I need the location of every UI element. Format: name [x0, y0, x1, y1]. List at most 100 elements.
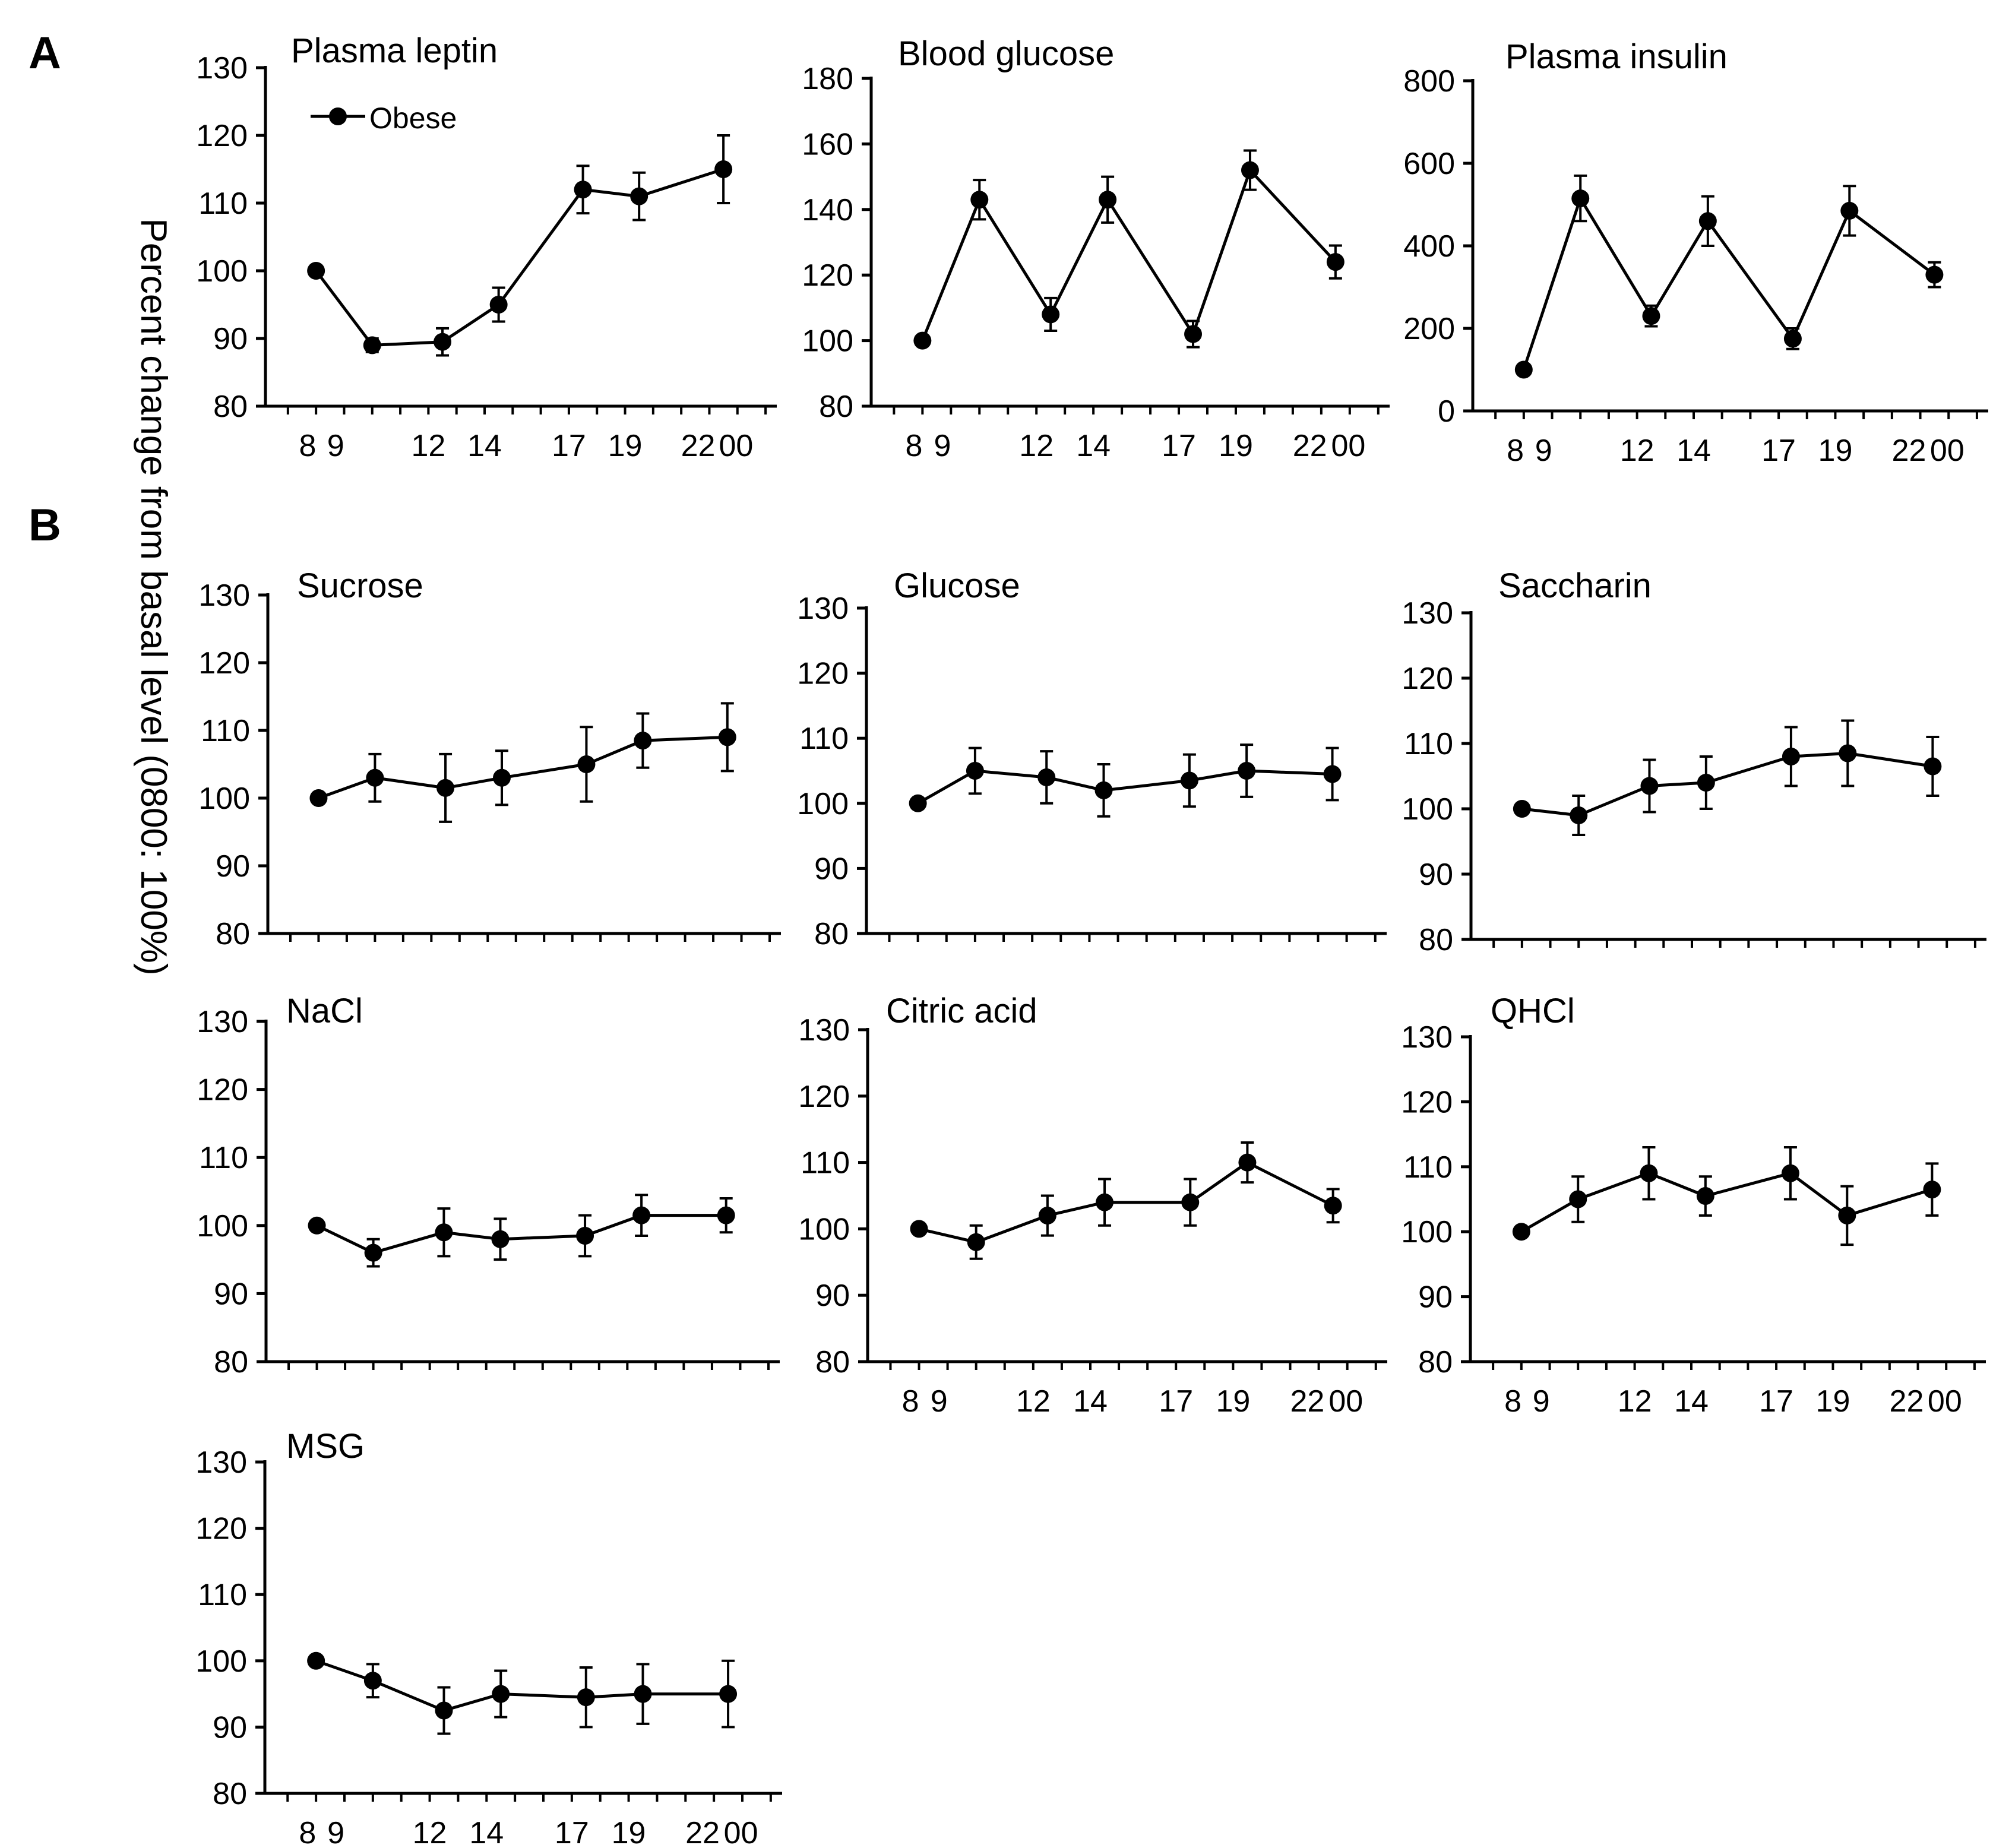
data-point: [1512, 1223, 1530, 1241]
chart-title: Sucrose: [297, 567, 423, 605]
chart-title: Glucose: [894, 567, 1020, 605]
legend-marker: [329, 107, 347, 125]
y-tick-label: 100: [195, 1644, 247, 1679]
y-tick-label: 130: [195, 1445, 247, 1480]
x-tick-label: 00: [1930, 433, 1964, 468]
chart-plasma-leptin: 80 90 100 110 120 130 8 9 12 14 17 19 22 00 Plasma lep…: [196, 31, 777, 463]
y-tick-label: 130: [197, 1005, 248, 1039]
data-point: [1640, 1164, 1658, 1182]
chart-title: NaCl: [286, 992, 363, 1030]
y-tick-label: 400: [1403, 229, 1455, 264]
data-point: [1181, 1193, 1200, 1211]
data-point: [966, 762, 984, 780]
chart-sucrose: 80 90 100 110 120 130 Sucrose: [198, 567, 781, 951]
x-tick-label: 17: [1759, 1384, 1793, 1419]
x-tick-label: 00: [1928, 1384, 1962, 1419]
y-tick-label: 100: [198, 781, 250, 816]
x-tick-label: 9: [1535, 433, 1552, 468]
y-tick-label: 120: [1401, 1085, 1453, 1119]
data-point: [1571, 189, 1590, 208]
y-tick-label: 120: [195, 1512, 247, 1546]
chart-title: MSG: [286, 1427, 365, 1466]
data-point: [307, 262, 325, 280]
x-tick-label: 12: [1016, 1384, 1051, 1419]
y-tick-label: 90: [1418, 1280, 1453, 1315]
x-tick-label: 14: [469, 1816, 504, 1848]
data-point: [1698, 212, 1717, 230]
data-point: [1323, 765, 1342, 783]
y-tick-label: 800: [1403, 64, 1455, 99]
data-point: [1838, 1206, 1856, 1224]
y-tick-label: 0: [1438, 394, 1455, 429]
x-tick-label: 9: [327, 1816, 344, 1848]
y-tick-label: 110: [201, 714, 250, 748]
y-tick-label: 110: [1404, 727, 1453, 761]
data-point: [435, 1701, 453, 1720]
y-tick-label: 130: [797, 591, 849, 626]
y-tick-label: 130: [1402, 596, 1453, 631]
data-point: [970, 191, 989, 209]
data-point: [1038, 1207, 1056, 1225]
data-point: [1642, 307, 1660, 325]
x-tick-label: 12: [1618, 1384, 1652, 1419]
x-tick-label: 12: [413, 1816, 447, 1848]
y-tick-label: 120: [798, 1080, 850, 1114]
x-tick-label: 19: [608, 429, 643, 463]
x-tick-label: 14: [1076, 429, 1111, 463]
data-point: [1241, 161, 1259, 179]
data-point: [1096, 1193, 1114, 1211]
x-tick-label: 9: [1533, 1384, 1550, 1419]
y-tick-label: 100: [1402, 792, 1453, 827]
x-tick-label: 00: [719, 429, 753, 463]
chart-title: QHCl: [1491, 992, 1575, 1030]
y-tick-label: 120: [797, 657, 849, 691]
y-tick-label: 80: [819, 390, 853, 424]
data-point: [576, 1226, 594, 1245]
data-point: [366, 768, 384, 787]
y-tick-label: 140: [802, 193, 853, 227]
data-point: [1037, 768, 1056, 786]
x-tick-label: 17: [1159, 1384, 1193, 1419]
data-point: [1783, 330, 1802, 348]
data-point: [1839, 744, 1857, 762]
x-tick-label: 22: [681, 429, 716, 463]
x-tick-label: 8: [299, 1816, 316, 1848]
data-point: [913, 331, 932, 350]
chart-msg: 80 90 100 110 120 130 8 9 12 14 17 19 22 00 MSG: [195, 1427, 782, 1848]
data-point: [632, 1206, 651, 1224]
chart-glucose: 80 90 100 110 120 130 Glucose: [797, 567, 1387, 951]
x-tick-label: 9: [327, 429, 344, 463]
x-tick-label: 19: [1216, 1384, 1250, 1419]
x-tick-label: 9: [934, 429, 951, 463]
data-point: [909, 794, 927, 812]
data-point: [492, 1685, 510, 1703]
y-axis-label: Percent change from basal level (0800: 1…: [133, 218, 174, 975]
x-tick-label: 17: [1761, 433, 1796, 468]
y-tick-label: 110: [801, 1146, 850, 1181]
data-point: [574, 181, 592, 199]
x-tick-label: 19: [1816, 1384, 1850, 1419]
data-point: [634, 732, 652, 750]
y-tick-label: 80: [1418, 1345, 1453, 1379]
y-tick-label: 130: [198, 578, 250, 613]
x-tick-label: 8: [1504, 1384, 1521, 1419]
data-point: [309, 789, 328, 807]
x-tick-label: 17: [1162, 429, 1196, 463]
data-point: [363, 1672, 382, 1690]
x-tick-label: 22: [1290, 1384, 1324, 1419]
x-tick-label: 22: [1293, 429, 1327, 463]
x-tick-label: 00: [724, 1816, 758, 1848]
data-point: [1569, 1190, 1587, 1208]
y-tick-label: 80: [815, 1345, 850, 1379]
y-tick-label: 90: [814, 852, 849, 886]
x-tick-label: 19: [612, 1816, 646, 1848]
data-point: [491, 1230, 510, 1248]
data-point: [489, 296, 508, 314]
y-tick-label: 120: [1402, 662, 1453, 696]
chart-title: Plasma leptin: [291, 31, 498, 70]
y-tick-label: 160: [802, 127, 853, 162]
y-tick-label: 120: [197, 1073, 248, 1107]
y-tick-label: 100: [197, 1209, 248, 1243]
